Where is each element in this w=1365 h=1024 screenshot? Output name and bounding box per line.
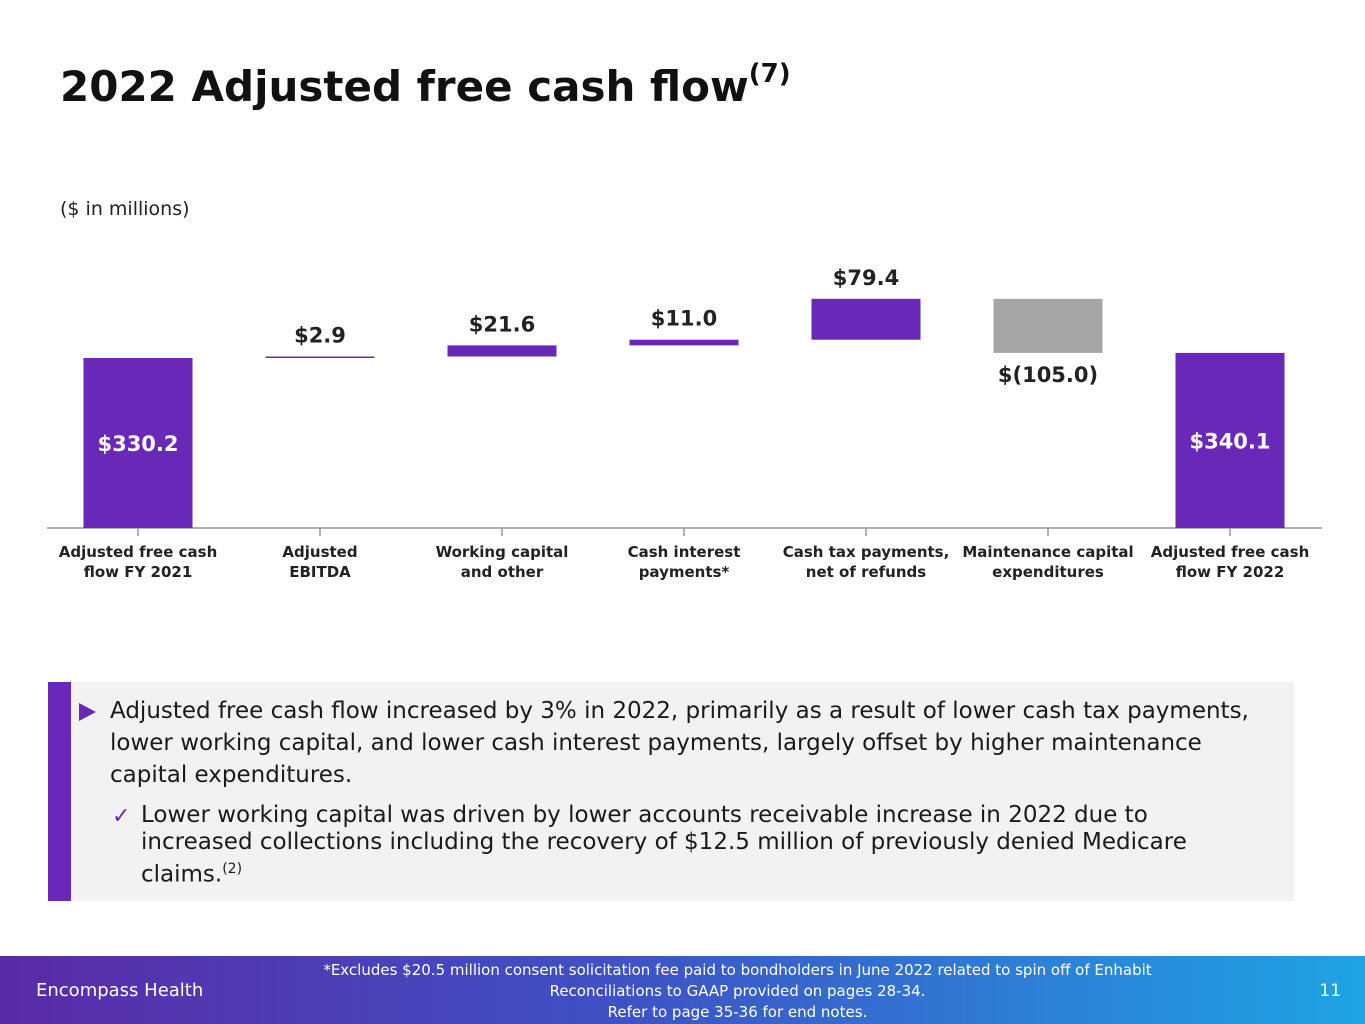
value-label-maintenance-capital-expenditures: $(105.0) [998, 363, 1098, 387]
tick-label-cash-tax-payments-net-of-refunds: Cash tax payments, net of refunds [783, 543, 950, 581]
value-label-cash-tax-payments-net-of-refunds: $79.4 [833, 266, 899, 290]
bullet-arrow-icon [79, 703, 96, 721]
tick-label-line: Cash tax payments, [783, 543, 950, 561]
bar-adjusted-free-cash-flow-fy-2022 [1175, 352, 1285, 528]
page-title-text: 2022 Adjusted free cash flow [60, 62, 749, 111]
tick-label-line: expenditures [992, 563, 1104, 581]
tick-label-adjusted-ebitda: Adjusted EBITDA [282, 543, 357, 581]
tick-label-line: flow FY 2021 [84, 563, 193, 581]
tick-label-adjusted-free-cash-flow-fy-2022: Adjusted free cash flow FY 2022 [1151, 543, 1310, 581]
callout-sub-text: Lower working capital was driven by lowe… [141, 802, 1261, 889]
tick-label-line: Cash interest [628, 543, 741, 561]
footer-note-line: Reconciliations to GAAP provided on page… [549, 982, 926, 1000]
tick-label-maintenance-capital-expenditures: Maintenance capital expenditures [962, 543, 1133, 581]
callout-box: Adjusted free cash flow increased by 3% … [48, 682, 1294, 901]
callout-accent-bar [48, 682, 71, 901]
sub-footnote-ref: (2) [222, 861, 243, 877]
callout-main-text: Adjusted free cash flow increased by 3% … [110, 698, 1249, 788]
tick-label-line: EBITDA [289, 563, 351, 581]
units-note: ($ in millions) [60, 198, 190, 220]
tick-label-line: Adjusted free cash [59, 543, 218, 561]
checkmark-icon: ✓ [112, 804, 131, 829]
tick-label-line: Adjusted [282, 543, 357, 561]
value-label-cash-interest-payments: $11.0 [651, 307, 717, 331]
bar-cash-tax-payments-net-of-refunds [811, 298, 921, 340]
tick-label-line: flow FY 2022 [1176, 563, 1285, 581]
footer-note-line: Refer to page 35-36 for end notes. [607, 1003, 868, 1021]
page-title: 2022 Adjusted free cash flow(7) [60, 59, 791, 111]
bar-working-capital-and-other [447, 345, 557, 357]
bar-cash-interest-payments [629, 339, 739, 346]
tick-label-line: Working capital [436, 543, 569, 561]
footer-note-line: *Excludes $20.5 million consent solicita… [323, 961, 1152, 979]
tick-label-line: Maintenance capital [962, 543, 1133, 561]
value-label-adjusted-free-cash-flow-fy-2021: $330.2 [97, 432, 178, 456]
value-label-working-capital-and-other: $21.6 [469, 312, 535, 336]
tick-label-cash-interest-payments: Cash interest payments* [628, 543, 741, 581]
tick-label-working-capital-and-other: Working capital and other [436, 543, 569, 581]
footer-bar: Encompass Health *Excludes $20.5 million… [0, 956, 1365, 1024]
bar-adjusted-free-cash-flow-fy-2021 [83, 358, 193, 528]
tick-label-line: net of refunds [806, 563, 926, 581]
page-number: 11 [1319, 981, 1341, 1001]
waterfall-chart: $330.2 Adjusted free cash flow FY 2021 $2.9… [47, 266, 1322, 581]
footer-brand: Encompass Health [36, 980, 204, 1001]
bar-adjusted-ebitda [265, 356, 375, 358]
tick-label-line: and other [461, 563, 544, 581]
tick-label-line: payments* [639, 563, 730, 581]
value-label-adjusted-ebitda: $2.9 [294, 324, 346, 348]
value-label-adjusted-free-cash-flow-fy-2022: $340.1 [1189, 429, 1270, 453]
title-footnote-ref: (7) [748, 59, 791, 89]
tick-label-line: Adjusted free cash [1151, 543, 1310, 561]
callout-sub-body: Lower working capital was driven by lowe… [141, 802, 1187, 888]
tick-label-adjusted-free-cash-flow-fy-2021: Adjusted free cash flow FY 2021 [59, 543, 218, 581]
footer-notes: *Excludes $20.5 million consent solicita… [270, 960, 1205, 1023]
bar-maintenance-capital-expenditures [993, 298, 1103, 353]
